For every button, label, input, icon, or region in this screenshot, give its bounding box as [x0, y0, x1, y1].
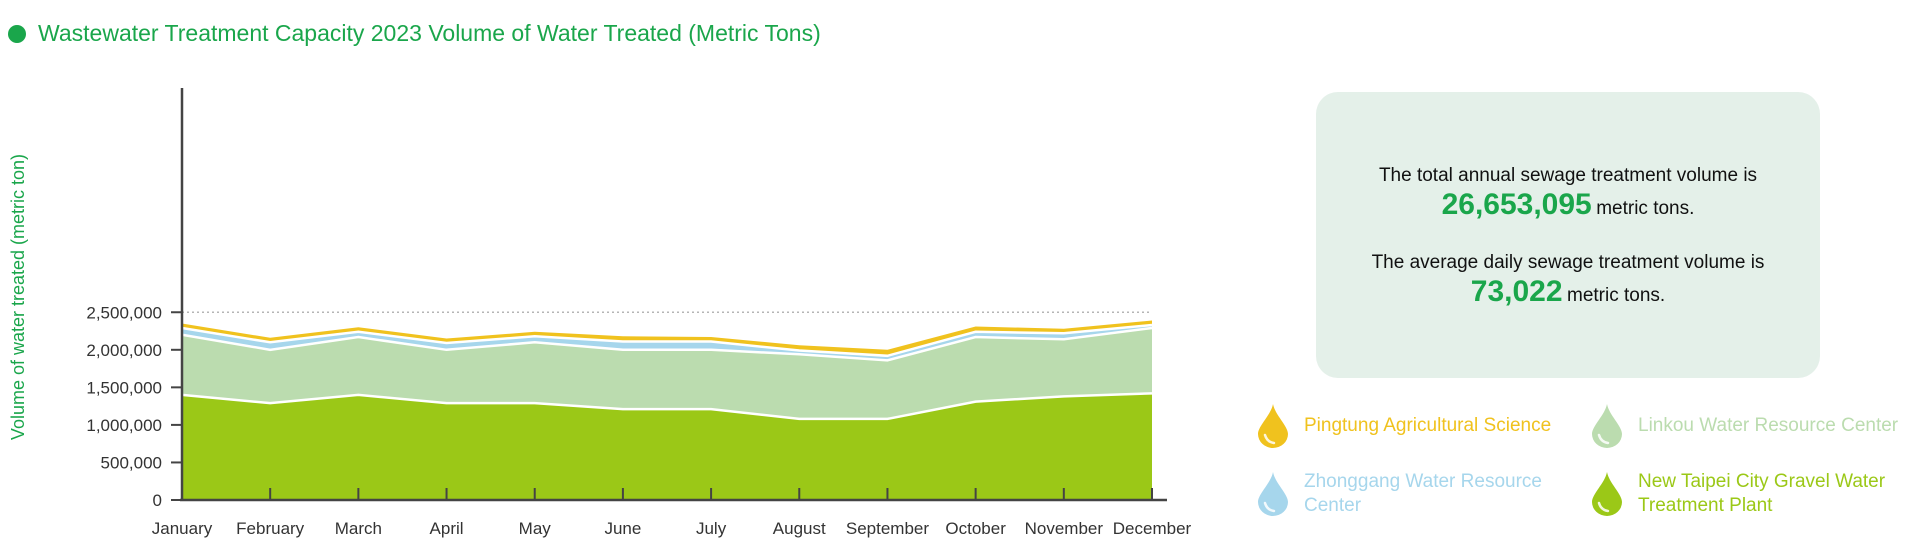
- y-tick-label: 1,000,000: [86, 416, 162, 435]
- legend-item-new-taipei: New Taipei City Gravel Water Treatment P…: [1590, 470, 1910, 518]
- chart-legend: Pingtung Agricultural Science Linkou Wat…: [1256, 398, 1920, 528]
- total-volume-block: The total annual sewage treatment volume…: [1316, 164, 1820, 222]
- daily-volume-block: The average daily sewage treatment volum…: [1316, 251, 1820, 309]
- legend-label: Linkou Water Resource Center: [1638, 415, 1899, 436]
- title-bullet-icon: [8, 24, 26, 43]
- drop-icon: [1258, 404, 1288, 448]
- daily-volume-unit: metric tons.: [1567, 285, 1666, 306]
- legend-label: Pingtung Agricultural Science: [1304, 415, 1552, 436]
- x-tick-label: July: [696, 519, 727, 538]
- chart-title-row: Wastewater Treatment Capacity 2023 Volum…: [8, 20, 821, 47]
- y-tick-label: 0: [153, 491, 162, 510]
- drop-icon-shape: [1592, 472, 1622, 516]
- y-tick-label: 1,500,000: [86, 378, 162, 397]
- x-tick-label: September: [846, 519, 929, 538]
- x-tick-label: October: [945, 519, 1006, 538]
- y-tick-label: 2,500,000: [86, 303, 162, 322]
- drop-icon: [1258, 472, 1288, 516]
- series-area: [182, 393, 1152, 500]
- y-tick-label: 500,000: [101, 453, 162, 472]
- series-boundary-line: [181, 323, 1153, 358]
- legend-item-pingtung: Pingtung Agricultural Science: [1256, 402, 1586, 450]
- y-axis-label: Volume of water treated (metric ton): [8, 154, 28, 440]
- x-tick-label: November: [1025, 519, 1104, 538]
- legend-label: New Taipei City Gravel Water Treatment P…: [1638, 471, 1886, 516]
- x-tick-label: April: [430, 519, 464, 538]
- x-tick-label: February: [236, 519, 305, 538]
- daily-volume-value: 73,022: [1470, 275, 1563, 308]
- series-area: [182, 328, 1152, 419]
- series-boundary-line: [181, 326, 1153, 362]
- x-tick-label: June: [604, 519, 641, 538]
- total-volume-caption: The total annual sewage treatment volume…: [1378, 165, 1758, 186]
- legend-item-zhonggang: Zhonggang Water Resource Center: [1256, 470, 1576, 518]
- x-tick-label: December: [1113, 519, 1192, 538]
- x-tick-label: May: [519, 519, 552, 538]
- drop-icon: [1592, 404, 1622, 448]
- chart-title: Wastewater Treatment Capacity 2023 Volum…: [38, 20, 821, 46]
- summary-card: The total annual sewage treatment volume…: [1316, 92, 1820, 378]
- stacked-area-chart: 0 500,000 1,000,000 1,500,000 2,000,000 2,500…: [8, 88, 1192, 538]
- series-area: [182, 320, 1152, 356]
- daily-volume-caption: The average daily sewage treatment volum…: [1371, 252, 1765, 273]
- x-tick-label: August: [773, 519, 826, 538]
- y-tick-label: 2,000,000: [86, 341, 162, 360]
- series-boundary-line: [181, 392, 1153, 421]
- drop-icon-shape: [1592, 404, 1622, 448]
- drop-icon: [1592, 472, 1622, 516]
- legend-label: Zhonggang Water Resource Center: [1304, 471, 1542, 516]
- x-tick-label: January: [152, 519, 213, 538]
- drop-icon-shape: [1258, 472, 1288, 516]
- total-volume-unit: metric tons.: [1596, 198, 1695, 219]
- legend-item-linkou: Linkou Water Resource Center: [1590, 402, 1920, 450]
- x-tick-label: March: [335, 519, 382, 538]
- drop-icon-shape: [1258, 404, 1288, 448]
- total-volume-value: 26,653,095: [1441, 188, 1592, 221]
